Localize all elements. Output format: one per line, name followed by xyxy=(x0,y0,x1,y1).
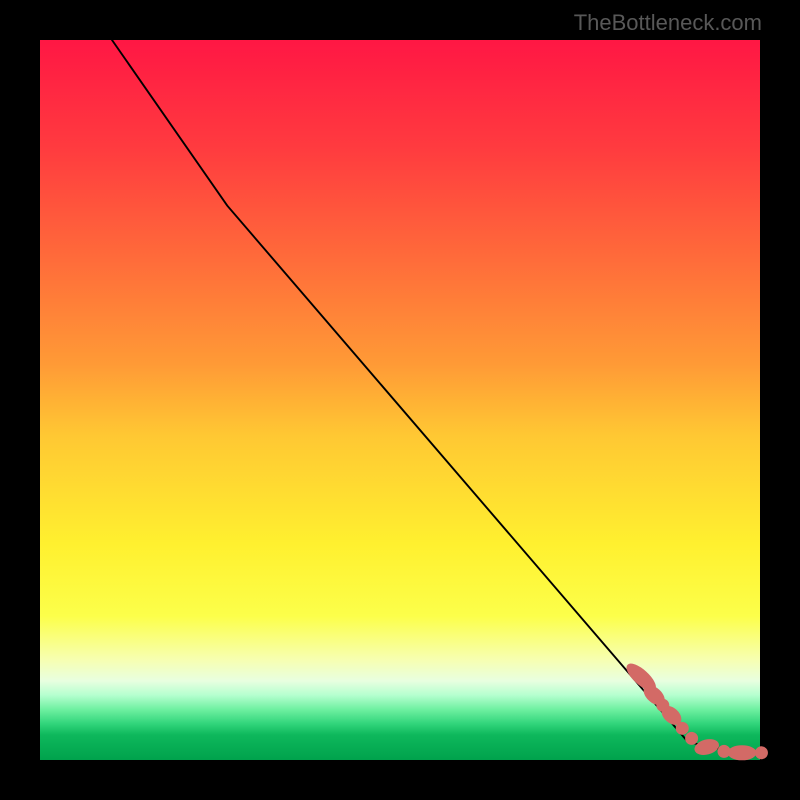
watermark-text: TheBottleneck.com xyxy=(574,10,762,36)
chart-plot-area xyxy=(40,40,760,760)
